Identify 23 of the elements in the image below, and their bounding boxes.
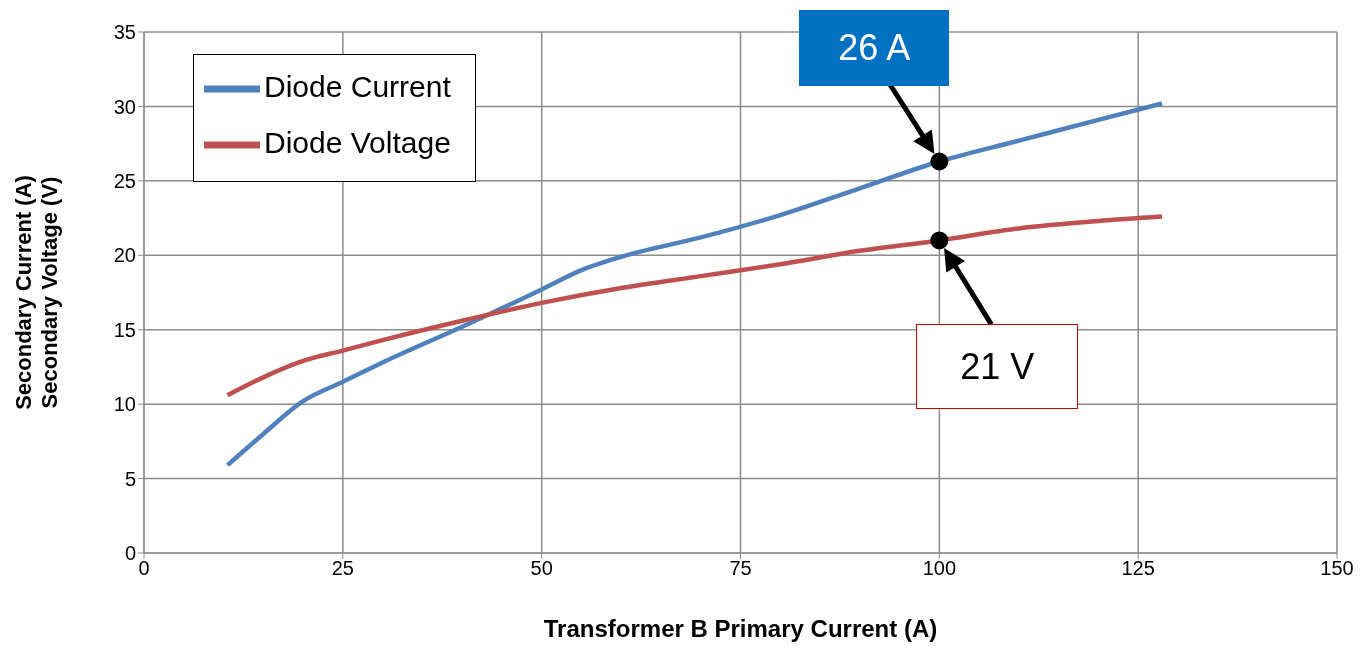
y-tick-label: 25 xyxy=(113,169,136,192)
x-tick-label: 25 xyxy=(331,557,354,580)
x-tick-label: 100 xyxy=(922,557,957,580)
y-tick-label: 35 xyxy=(113,21,136,44)
x-tick-label: 0 xyxy=(138,557,150,580)
x-tick-label: 50 xyxy=(530,557,553,580)
x-axis-title: Transformer B Primary Current (A) xyxy=(543,615,938,642)
x-tick-label: 150 xyxy=(1320,557,1354,580)
annotation: 21 V xyxy=(960,345,1035,388)
y-tick-label: 5 xyxy=(124,467,136,490)
y-tick-label: 0 xyxy=(124,542,136,565)
y-tick-label: 30 xyxy=(113,95,136,118)
x-tick-label: 75 xyxy=(729,557,752,580)
y-tick-label: 15 xyxy=(113,318,136,341)
y-tick-label: 20 xyxy=(113,244,136,267)
line-series xyxy=(225,214,1165,398)
annotation: 26 A xyxy=(838,26,911,69)
legend-label: Diode Voltage xyxy=(264,125,451,159)
legend-label: Diode Current xyxy=(264,69,451,103)
line-series xyxy=(225,101,1165,468)
y-axis-title: Secondary Current (A) Secondary Voltage (V) xyxy=(11,175,62,410)
y-tick-label: 10 xyxy=(113,393,136,416)
x-tick-label: 125 xyxy=(1121,557,1155,580)
